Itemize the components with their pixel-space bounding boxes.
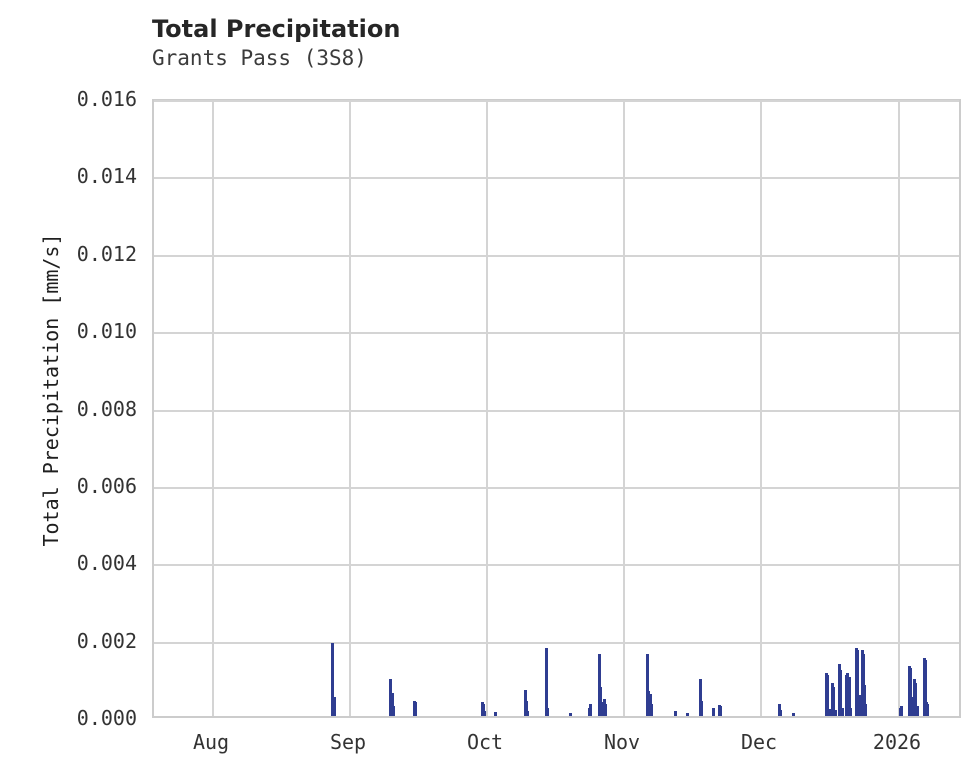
bar — [924, 659, 927, 716]
bar — [832, 686, 835, 716]
y-tick-label: 0.004 — [76, 551, 137, 576]
bar — [911, 696, 914, 716]
bar — [859, 694, 862, 716]
bar — [779, 709, 782, 716]
bar — [526, 711, 529, 716]
bar — [600, 702, 603, 716]
gridline-horizontal — [154, 254, 959, 257]
bar — [686, 712, 689, 716]
bar — [589, 704, 592, 716]
x-tick-label: Aug — [192, 730, 230, 754]
gridline-vertical — [898, 101, 900, 716]
bar — [482, 704, 485, 716]
bar — [392, 706, 395, 716]
bar — [926, 704, 929, 716]
x-tick-label: 2026 — [872, 730, 922, 754]
bar — [674, 711, 677, 716]
title-block: Total Precipitation Grants Pass (3S8) — [152, 14, 852, 72]
x-tick-label: Oct — [466, 730, 504, 754]
bar — [650, 704, 653, 716]
bar — [826, 675, 829, 716]
plot-area — [152, 99, 961, 718]
bar — [848, 677, 851, 716]
y-tick-label: 0.010 — [76, 319, 137, 344]
bar — [331, 642, 334, 716]
bar — [719, 706, 722, 716]
y-tick-label: 0.000 — [76, 706, 137, 730]
bar — [712, 708, 715, 716]
gridline-vertical — [212, 101, 214, 716]
gridline-horizontal — [154, 177, 959, 180]
gridline-vertical — [486, 101, 488, 716]
bar — [546, 708, 549, 716]
bar — [545, 648, 548, 716]
bar — [839, 669, 842, 716]
bar — [598, 654, 601, 716]
x-tick-label: Nov — [603, 730, 641, 754]
bar — [389, 679, 392, 716]
y-tick-label: 0.016 — [76, 87, 137, 111]
bar — [864, 704, 867, 716]
bar — [900, 706, 903, 716]
bar — [828, 709, 831, 716]
gridline-vertical — [623, 101, 625, 716]
bar — [525, 700, 528, 716]
y-tick-label: 0.006 — [76, 473, 137, 498]
bar — [916, 706, 919, 716]
bar — [857, 700, 860, 716]
bar — [569, 712, 572, 716]
bar — [414, 702, 417, 716]
gridline-vertical — [760, 101, 762, 716]
bar — [700, 700, 703, 716]
bar — [647, 690, 650, 716]
bar — [834, 710, 837, 716]
bar — [846, 672, 849, 716]
y-tick-label: 0.014 — [76, 164, 137, 189]
bar — [699, 679, 702, 716]
gridline-horizontal — [154, 332, 959, 335]
bar — [333, 696, 336, 716]
x-tick-label: Dec — [740, 730, 778, 754]
gridline-vertical — [349, 101, 351, 716]
x-tick-label: Sep — [329, 730, 367, 754]
page-title: Total Precipitation — [152, 15, 401, 43]
gridline-horizontal — [154, 641, 959, 644]
bar — [841, 708, 844, 716]
y-tick-label: 0.008 — [76, 396, 137, 421]
bar — [604, 704, 607, 716]
bar — [862, 654, 865, 716]
bar — [483, 711, 486, 716]
bar — [599, 686, 602, 716]
chart-subtitle: Grants Pass (3S8) — [152, 46, 367, 70]
y-tick-label: 0.012 — [76, 241, 137, 266]
bar — [914, 683, 917, 716]
gridline-horizontal — [154, 100, 959, 102]
gridline-horizontal — [154, 564, 959, 567]
bar — [863, 685, 866, 716]
bar — [646, 654, 649, 716]
bar — [856, 650, 859, 716]
gridline-horizontal — [154, 486, 959, 489]
bar — [494, 712, 497, 716]
bar — [792, 712, 795, 716]
gridline-horizontal — [154, 409, 959, 412]
bar — [849, 708, 852, 716]
bar — [391, 692, 394, 716]
y-tick-label: 0.002 — [76, 628, 137, 653]
bar — [909, 667, 912, 716]
bar-series — [154, 101, 959, 716]
